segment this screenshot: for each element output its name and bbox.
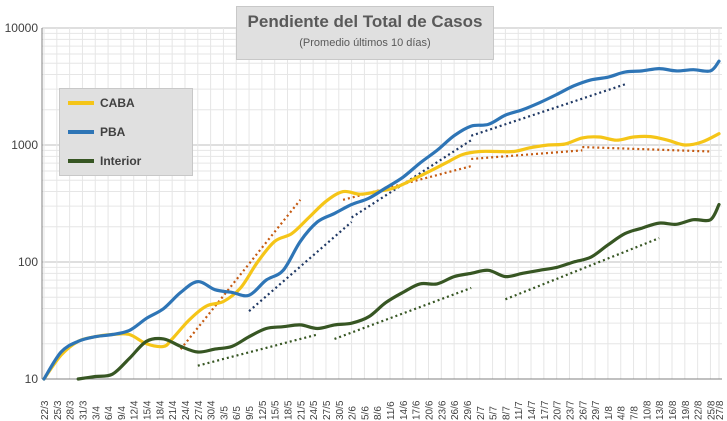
x-tick-label: 7/8 — [630, 406, 641, 420]
x-tick-label: 6/4 — [104, 406, 115, 420]
trendline — [582, 145, 711, 153]
x-tick-label: 27/8 — [715, 400, 726, 420]
trendline — [471, 149, 583, 161]
x-tick-label: 1/8 — [604, 406, 615, 420]
trendline — [197, 333, 318, 367]
series-line-pba — [42, 59, 721, 381]
x-tick-label: 13/8 — [655, 400, 666, 420]
x-tick-label: 24/5 — [309, 400, 320, 420]
x-tick-label: 2/7 — [476, 406, 487, 420]
title-box: Pendiente del Total de Casos (Promedio ú… — [236, 6, 494, 60]
series-line-interior — [76, 202, 721, 381]
legend-item-interior: Interior — [68, 152, 141, 170]
x-tick-label: 5/6 — [360, 406, 371, 420]
x-tick-label: 12/4 — [130, 400, 141, 420]
x-tick-label: 19/8 — [681, 400, 692, 420]
x-tick-label: 21/5 — [296, 400, 307, 420]
x-tick-label: 31/3 — [78, 400, 89, 420]
y-tick-label: 10 — [25, 372, 39, 386]
x-tick-label: 15/5 — [271, 400, 282, 420]
x-tick-label: 12/5 — [258, 400, 269, 420]
legend-label-interior: Interior — [100, 154, 142, 168]
x-tick-label: 18/5 — [284, 400, 295, 420]
x-tick-label: 9/4 — [117, 406, 128, 420]
x-tick-label: 14/6 — [399, 400, 410, 420]
trendline — [179, 199, 302, 350]
legend-label-caba: CABA — [100, 96, 135, 110]
chart-title: Pendiente del Total de Casos — [247, 12, 483, 31]
x-tick-label: 30/4 — [207, 400, 218, 420]
x-tick-label: 3/4 — [91, 406, 102, 420]
x-tick-label: 29/7 — [591, 400, 602, 420]
legend: CABA PBA Interior — [59, 88, 193, 176]
x-tick-label: 21/4 — [168, 400, 179, 420]
x-tick-label: 17/6 — [412, 400, 423, 420]
x-tick-label: 8/6 — [373, 406, 384, 420]
x-tick-label: 26/7 — [578, 400, 589, 420]
trendline — [470, 83, 626, 137]
x-tick-label: 24/4 — [181, 400, 192, 420]
x-tick-label: 5/7 — [489, 406, 500, 420]
x-tick-label: 27/5 — [322, 400, 333, 420]
x-tick-label: 2/6 — [348, 406, 359, 420]
x-tick-label: 22/3 — [40, 400, 51, 420]
y-tick-label: 100 — [18, 255, 38, 269]
x-tick-label: 22/8 — [694, 400, 705, 420]
x-tick-label: 18/4 — [155, 400, 166, 420]
trendline — [334, 286, 472, 340]
x-tick-label: 15/4 — [143, 400, 154, 420]
x-tick-label: 14/7 — [527, 400, 538, 420]
y-tick-label: 1000 — [11, 138, 38, 152]
legend-swatch-caba — [68, 101, 94, 105]
x-tick-label: 23/7 — [565, 400, 576, 420]
x-tick-label: 10/8 — [642, 400, 653, 420]
x-tick-label: 26/6 — [450, 400, 461, 420]
y-tick-label: 10000 — [5, 21, 39, 35]
x-tick-label: 17/7 — [540, 400, 551, 420]
x-tick-label: 9/5 — [245, 406, 256, 420]
x-tick-label: 25/8 — [706, 400, 717, 420]
x-tick-label: 11/6 — [386, 401, 397, 420]
legend-label-pba: PBA — [100, 125, 126, 139]
legend-item-pba: PBA — [68, 123, 125, 141]
x-tick-label: 3/5 — [219, 406, 230, 420]
legend-swatch-interior — [68, 159, 94, 163]
x-tick-label: 6/5 — [232, 406, 243, 420]
x-tick-label: 4/8 — [617, 406, 628, 420]
x-tick-label: 20/7 — [553, 400, 564, 420]
x-tick-label: 23/6 — [437, 400, 448, 420]
x-tick-label: 27/4 — [194, 400, 205, 420]
x-tick-label: 8/7 — [501, 406, 512, 420]
x-tick-label: 30/5 — [335, 400, 346, 420]
x-tick-label: 20/6 — [424, 400, 435, 420]
x-tick-label: 11/7 — [514, 401, 525, 420]
x-tick-label: 28/3 — [66, 400, 77, 420]
chart-subtitle: (Promedio últimos 10 días) — [299, 37, 431, 49]
x-tick-label: 29/6 — [463, 400, 474, 420]
x-tick-label: 16/8 — [668, 400, 679, 420]
legend-swatch-pba — [68, 130, 94, 134]
legend-item-caba: CABA — [68, 94, 135, 112]
x-tick-label: 25/3 — [53, 400, 64, 420]
